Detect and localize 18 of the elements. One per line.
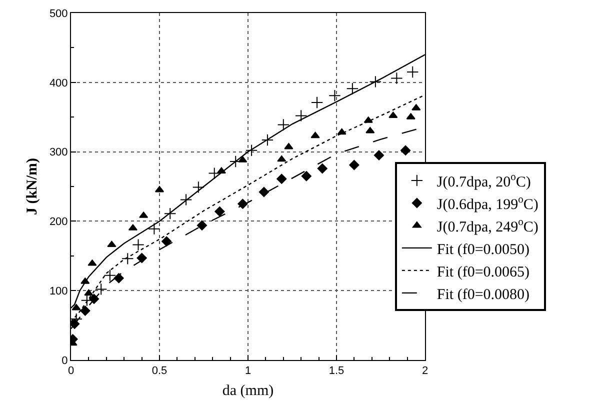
legend-label: Fit (f0=0.0065): [436, 264, 530, 280]
legend-label: Fit (f0=0.0080): [436, 286, 530, 303]
y-tick-label: 0: [62, 354, 68, 367]
y-tick-label: 400: [49, 77, 68, 90]
y-tick-label: 200: [49, 216, 68, 228]
y-tick-label: 500: [49, 8, 68, 20]
x-axis-title: da (mm): [222, 383, 274, 400]
legend-label: J(0.6dpa, 199$^{o}$C): [436, 194, 538, 213]
legend-label: J(0.7dpa, 20$^{o}$C): [436, 172, 531, 190]
y-tick-label: 100: [49, 285, 68, 298]
x-tick-label: 2: [422, 365, 428, 378]
legend-label: Fit (f0=0.0050): [436, 242, 530, 258]
x-tick-label: 0.5: [152, 365, 168, 378]
y-axis-title: J (kN/m): [24, 158, 41, 216]
x-tick-label: 1.5: [328, 365, 344, 378]
x-tick-label: 1: [244, 365, 252, 378]
y-tick-label: 300: [49, 146, 68, 159]
legend-label: J(0.7dpa, 249$^{o}$C): [436, 217, 538, 236]
